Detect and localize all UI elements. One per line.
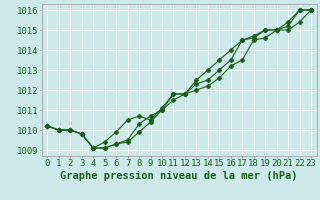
X-axis label: Graphe pression niveau de la mer (hPa): Graphe pression niveau de la mer (hPa) [60, 171, 298, 181]
